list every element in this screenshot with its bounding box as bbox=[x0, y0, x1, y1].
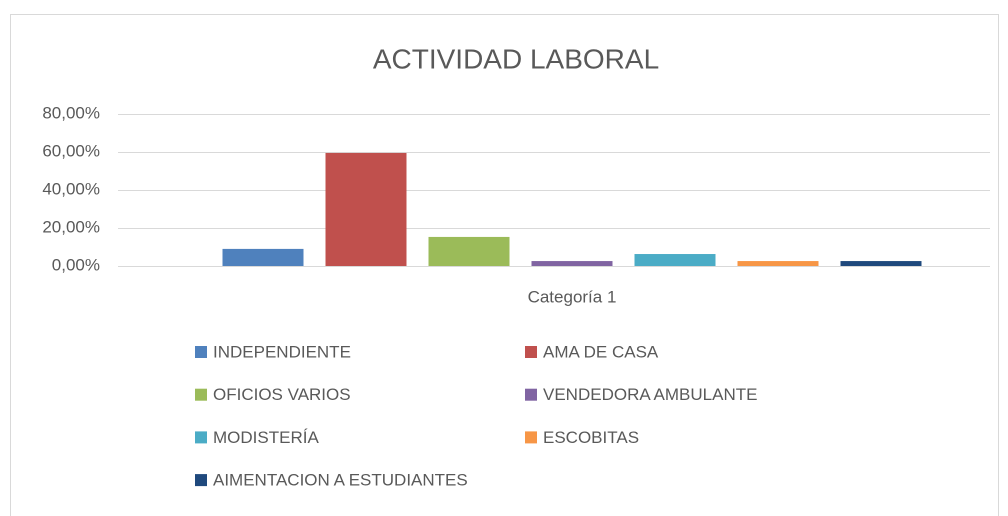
bar bbox=[222, 248, 304, 266]
legend-swatch bbox=[525, 388, 537, 401]
legend-label: ESCOBITAS bbox=[543, 428, 639, 447]
legend-label: MODISTERÍA bbox=[213, 428, 319, 447]
y-tick-label: 40,00% bbox=[42, 179, 100, 198]
y-tick-label: 0,00% bbox=[52, 255, 100, 274]
legend-label: OFICIOS VARIOS bbox=[213, 385, 351, 404]
x-tick-label: Categoría 1 bbox=[528, 287, 617, 306]
bar bbox=[634, 254, 716, 266]
legend-swatch bbox=[525, 431, 537, 444]
legend-swatch bbox=[195, 388, 207, 401]
legend-swatch bbox=[195, 346, 207, 358]
bar bbox=[737, 261, 819, 266]
legend-swatch bbox=[525, 346, 537, 358]
bar bbox=[840, 261, 922, 266]
bar bbox=[531, 261, 613, 266]
bar bbox=[428, 236, 510, 266]
legend-label: INDEPENDIENTE bbox=[213, 342, 351, 361]
legend-label: AMA DE CASA bbox=[543, 342, 659, 361]
bar bbox=[325, 152, 407, 266]
y-tick-label: 80,00% bbox=[42, 103, 100, 122]
chart-title: ACTIVIDAD LABORAL bbox=[373, 43, 659, 74]
legend-swatch bbox=[195, 474, 207, 487]
y-tick-label: 60,00% bbox=[42, 141, 100, 160]
legend-label: AIMENTACION A ESTUDIANTES bbox=[213, 471, 468, 490]
y-tick-label: 20,00% bbox=[42, 217, 100, 236]
legend-label: VENDEDORA AMBULANTE bbox=[543, 385, 757, 404]
legend-swatch bbox=[195, 431, 207, 444]
